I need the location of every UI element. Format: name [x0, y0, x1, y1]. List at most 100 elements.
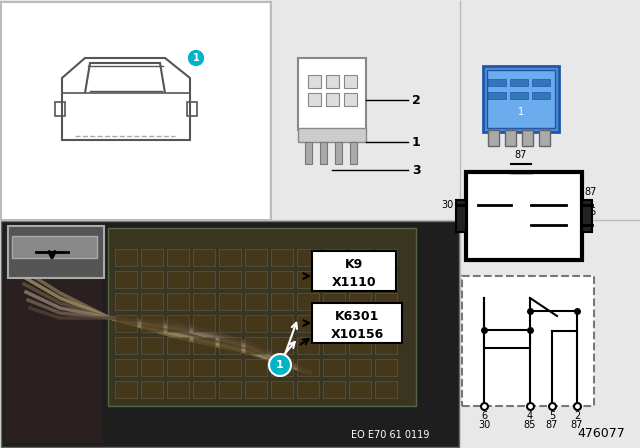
Bar [297, 293, 319, 310]
Bar [187, 102, 197, 116]
Bar [297, 381, 319, 398]
Bar [115, 315, 137, 332]
Bar [375, 359, 397, 376]
Bar [193, 381, 215, 398]
Bar [323, 315, 345, 332]
Text: 30: 30 [478, 420, 490, 430]
Bar [488, 130, 499, 146]
Bar [245, 381, 267, 398]
Bar [349, 315, 371, 332]
Bar [193, 315, 215, 332]
Bar [271, 293, 293, 310]
Bar [1, 2, 271, 220]
Bar [298, 128, 366, 142]
Bar [167, 381, 189, 398]
Bar [245, 293, 267, 310]
Text: X1110: X1110 [332, 276, 376, 289]
Bar [312, 303, 402, 343]
Bar [219, 315, 241, 332]
Bar [456, 200, 466, 232]
Text: 1: 1 [518, 107, 524, 117]
Bar [297, 249, 319, 266]
Bar [219, 381, 241, 398]
Bar [141, 381, 163, 398]
Bar [312, 251, 396, 291]
Bar [488, 92, 506, 99]
Bar [115, 359, 137, 376]
Bar [539, 130, 550, 146]
Bar [297, 271, 319, 288]
Text: 30: 30 [442, 200, 454, 210]
Bar [349, 337, 371, 354]
Bar [115, 271, 137, 288]
Bar [8, 226, 104, 278]
Bar [167, 271, 189, 288]
Bar [375, 337, 397, 354]
Bar [532, 79, 550, 86]
Bar [466, 172, 582, 260]
Text: EO E70 61 0119: EO E70 61 0119 [351, 430, 429, 440]
Bar [375, 293, 397, 310]
Text: 3: 3 [412, 164, 420, 177]
Bar [1, 221, 459, 447]
Text: 5: 5 [549, 411, 555, 421]
Bar [271, 381, 293, 398]
Bar [582, 200, 592, 232]
Text: K6301: K6301 [335, 310, 379, 323]
Text: 85: 85 [584, 207, 596, 217]
Bar [297, 315, 319, 332]
Bar [344, 93, 357, 106]
Text: 1: 1 [276, 360, 284, 370]
Bar [115, 249, 137, 266]
Bar [297, 359, 319, 376]
Bar [219, 337, 241, 354]
Bar [141, 271, 163, 288]
Bar [320, 142, 327, 164]
Bar [219, 249, 241, 266]
Text: 476077: 476077 [577, 427, 625, 440]
Bar [305, 142, 312, 164]
Bar [108, 228, 416, 406]
Circle shape [269, 354, 291, 376]
Bar [308, 93, 321, 106]
Bar [349, 293, 371, 310]
Text: 2: 2 [574, 411, 580, 421]
Bar [167, 249, 189, 266]
Bar [484, 330, 530, 348]
Bar [167, 293, 189, 310]
Text: 1: 1 [412, 135, 420, 148]
Bar [298, 58, 366, 130]
Bar [323, 337, 345, 354]
Bar [245, 315, 267, 332]
Bar [193, 271, 215, 288]
Bar [375, 271, 397, 288]
Bar [326, 75, 339, 88]
Bar [115, 293, 137, 310]
Bar [349, 381, 371, 398]
Bar [323, 293, 345, 310]
Bar [350, 142, 357, 164]
Bar [141, 315, 163, 332]
Bar [271, 271, 293, 288]
Bar [323, 271, 345, 288]
Bar [375, 249, 397, 266]
Bar [323, 359, 345, 376]
Bar [323, 249, 345, 266]
Bar [532, 92, 550, 99]
Text: 87: 87 [571, 420, 583, 430]
Bar [349, 249, 371, 266]
Text: X10156: X10156 [330, 327, 383, 340]
Bar [141, 337, 163, 354]
Bar [326, 93, 339, 106]
Bar [219, 359, 241, 376]
Bar [167, 315, 189, 332]
Bar [245, 337, 267, 354]
Text: K9: K9 [345, 258, 363, 271]
Text: 87: 87 [546, 420, 558, 430]
Bar [271, 337, 293, 354]
Text: 1: 1 [193, 53, 200, 63]
Text: 4: 4 [527, 411, 533, 421]
Bar [193, 337, 215, 354]
Bar [510, 79, 528, 86]
Text: 87: 87 [584, 187, 596, 197]
